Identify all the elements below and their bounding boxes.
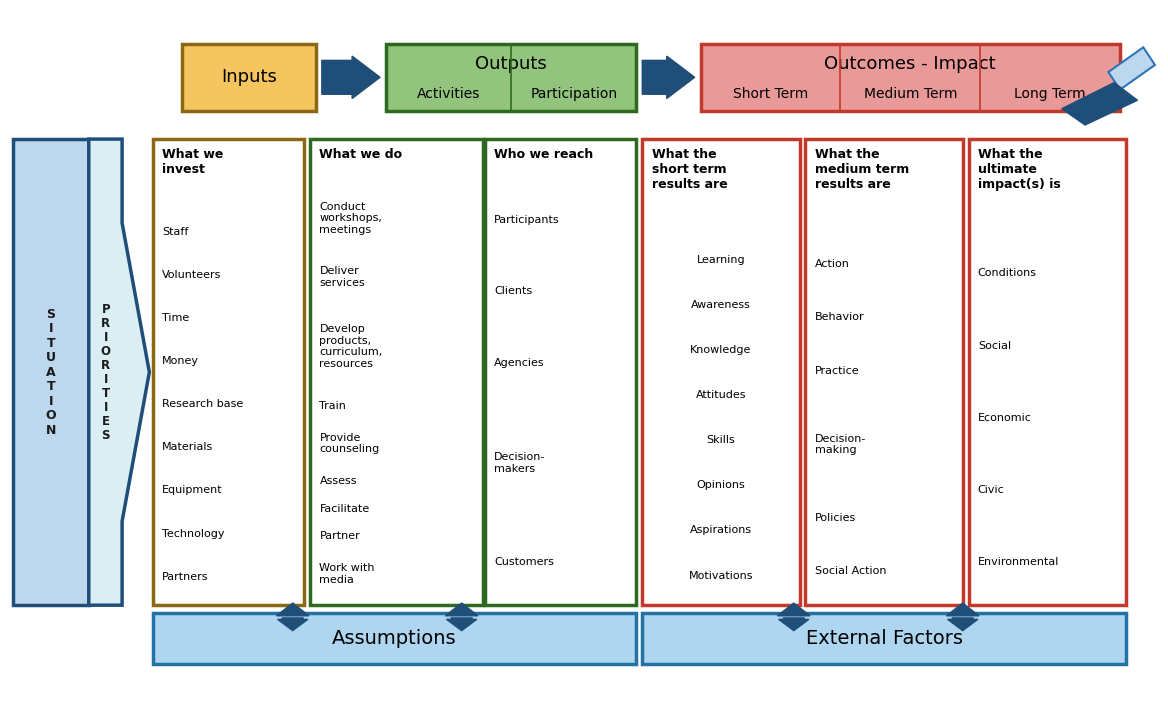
Text: Materials: Materials: [162, 442, 214, 452]
FancyBboxPatch shape: [701, 44, 1120, 111]
Text: Clients: Clients: [494, 286, 533, 296]
FancyBboxPatch shape: [13, 139, 89, 605]
Text: What the
medium term
results are: What the medium term results are: [815, 147, 909, 191]
Text: Develop
products,
curriculum,
resources: Develop products, curriculum, resources: [320, 324, 383, 369]
Text: Social Action: Social Action: [815, 566, 887, 576]
Text: Volunteers: Volunteers: [162, 270, 222, 280]
Text: Civic: Civic: [978, 485, 1004, 495]
Text: Equipment: Equipment: [162, 486, 223, 496]
FancyArrow shape: [446, 618, 477, 630]
Text: Conduct
workshops,
meetings: Conduct workshops, meetings: [320, 202, 382, 235]
FancyArrow shape: [779, 618, 809, 630]
Text: Activities: Activities: [417, 87, 480, 101]
Text: What we do: What we do: [320, 147, 403, 160]
Polygon shape: [89, 139, 150, 605]
Text: Learning: Learning: [696, 255, 745, 265]
FancyArrow shape: [778, 603, 811, 616]
Text: Inputs: Inputs: [221, 68, 277, 86]
Text: What we
invest: What we invest: [162, 147, 223, 176]
Text: Motivations: Motivations: [689, 571, 753, 581]
FancyArrow shape: [445, 603, 478, 616]
FancyArrow shape: [947, 618, 978, 630]
Text: Knowledge: Knowledge: [690, 345, 751, 355]
Text: Medium Term: Medium Term: [863, 87, 957, 101]
Text: What the
ultimate
impact(s) is: What the ultimate impact(s) is: [978, 147, 1061, 191]
Text: Behavior: Behavior: [815, 312, 864, 322]
Text: Social: Social: [978, 340, 1011, 350]
Text: S
I
T
U
A
T
I
O
N: S I T U A T I O N: [46, 308, 56, 437]
Text: Assess: Assess: [320, 476, 357, 486]
Text: Outcomes - Impact: Outcomes - Impact: [825, 55, 996, 73]
Text: Assumptions: Assumptions: [333, 629, 457, 648]
FancyBboxPatch shape: [153, 613, 637, 664]
FancyArrow shape: [277, 603, 310, 616]
Text: Participation: Participation: [530, 87, 618, 101]
Text: External Factors: External Factors: [806, 629, 962, 648]
FancyBboxPatch shape: [642, 139, 800, 605]
Text: Partner: Partner: [320, 531, 360, 541]
Text: Attitudes: Attitudes: [696, 390, 746, 400]
Text: Customers: Customers: [494, 557, 554, 567]
Text: P
R
I
O
R
I
T
I
E
S: P R I O R I T I E S: [100, 303, 111, 442]
Text: Long Term: Long Term: [1014, 87, 1086, 101]
Text: Provide
counseling: Provide counseling: [320, 432, 380, 454]
Text: Opinions: Opinions: [696, 481, 745, 491]
Text: Time: Time: [162, 313, 189, 323]
Text: Money: Money: [162, 356, 200, 367]
FancyBboxPatch shape: [968, 139, 1126, 605]
Text: Conditions: Conditions: [978, 268, 1037, 279]
Text: Research base: Research base: [162, 399, 243, 409]
Text: Policies: Policies: [815, 513, 856, 523]
Text: Decision-
makers: Decision- makers: [494, 452, 545, 474]
Text: Train: Train: [320, 401, 347, 411]
FancyArrow shape: [278, 618, 308, 630]
Polygon shape: [1062, 83, 1138, 125]
FancyArrow shape: [946, 603, 979, 616]
FancyArrow shape: [642, 56, 695, 99]
Text: What the
short term
results are: What the short term results are: [652, 147, 728, 191]
Text: Environmental: Environmental: [978, 557, 1059, 567]
Text: Decision-
making: Decision- making: [815, 434, 867, 455]
FancyBboxPatch shape: [182, 44, 317, 111]
FancyBboxPatch shape: [311, 139, 482, 605]
Polygon shape: [1108, 48, 1155, 89]
Text: Aspirations: Aspirations: [690, 525, 752, 535]
FancyBboxPatch shape: [806, 139, 962, 605]
Text: Technology: Technology: [162, 528, 224, 539]
Text: Deliver
services: Deliver services: [320, 267, 366, 288]
Text: Awareness: Awareness: [691, 300, 751, 310]
FancyBboxPatch shape: [485, 139, 637, 605]
Text: Action: Action: [815, 259, 849, 269]
Text: Economic: Economic: [978, 413, 1031, 423]
FancyArrow shape: [322, 56, 380, 99]
Text: Practice: Practice: [815, 366, 860, 376]
Text: Who we reach: Who we reach: [494, 147, 593, 160]
FancyBboxPatch shape: [642, 613, 1126, 664]
Text: Staff: Staff: [162, 227, 188, 237]
Text: Short Term: Short Term: [732, 87, 808, 101]
Text: Agencies: Agencies: [494, 358, 545, 368]
Text: Work with
media: Work with media: [320, 563, 375, 585]
Text: Outputs: Outputs: [475, 55, 547, 73]
FancyBboxPatch shape: [153, 139, 305, 605]
Text: Participants: Participants: [494, 215, 559, 225]
Text: Skills: Skills: [707, 435, 736, 445]
FancyBboxPatch shape: [385, 44, 637, 111]
Text: Facilitate: Facilitate: [320, 503, 370, 514]
Text: Partners: Partners: [162, 571, 209, 581]
